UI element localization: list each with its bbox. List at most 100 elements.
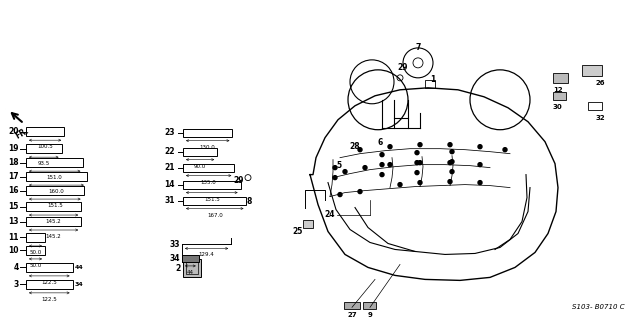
Circle shape [418,161,422,165]
Text: 25: 25 [293,227,303,236]
Bar [553,73,568,83]
Bar [425,80,435,88]
Text: 145.2: 145.2 [45,234,61,239]
Text: 5: 5 [337,161,342,170]
Text: 24: 24 [324,210,335,219]
Circle shape [415,171,419,174]
Text: 23: 23 [164,128,175,137]
Circle shape [450,150,454,154]
Text: 129.4: 129.4 [198,252,214,257]
Text: 15: 15 [8,202,19,211]
Text: 13: 13 [8,217,19,226]
Bar [363,302,376,309]
Text: 29: 29 [234,176,244,185]
Text: 33: 33 [170,240,180,249]
Text: 145.2: 145.2 [45,219,61,224]
Text: 22: 22 [164,147,175,156]
Text: 6: 6 [378,138,383,147]
Bar [588,102,602,110]
Bar [26,202,81,211]
Text: 3: 3 [13,280,19,289]
Bar [26,233,45,242]
Bar [26,280,72,289]
Circle shape [380,163,384,167]
Text: 29: 29 [397,63,408,72]
Circle shape [358,189,362,194]
Text: 30: 30 [553,104,563,110]
Circle shape [448,161,452,165]
Text: 50.0: 50.0 [29,250,42,255]
Circle shape [448,143,452,147]
Text: 28: 28 [349,142,360,151]
Text: 21: 21 [164,163,175,172]
Circle shape [448,180,452,184]
Text: 167.0: 167.0 [207,212,223,218]
Text: 19: 19 [8,144,19,153]
Text: 160.0: 160.0 [49,189,64,194]
Text: 8: 8 [246,197,252,206]
Circle shape [333,166,337,170]
Circle shape [358,148,362,152]
Text: FR.: FR. [14,126,31,141]
Circle shape [363,166,367,170]
Text: S103- B0710 C: S103- B0710 C [572,304,624,310]
Circle shape [418,143,422,147]
Bar [582,65,602,76]
Bar [344,302,360,309]
Text: 90.0: 90.0 [194,164,206,169]
Circle shape [503,148,507,152]
Text: 12: 12 [553,87,563,93]
Circle shape [478,163,482,167]
Text: 11: 11 [8,233,19,242]
Circle shape [398,182,402,187]
Text: 4: 4 [13,263,19,272]
Circle shape [418,181,422,185]
Text: 9: 9 [367,312,372,318]
Bar [183,164,234,172]
Text: 135.0: 135.0 [201,180,216,185]
Text: 100.5: 100.5 [37,144,53,149]
Circle shape [343,170,347,174]
Text: 44: 44 [187,270,194,275]
Circle shape [388,145,392,149]
Bar [182,255,198,262]
Text: 27: 27 [347,312,357,318]
Text: 7: 7 [415,43,420,52]
Bar [303,219,313,227]
Text: 122.5: 122.5 [42,280,57,285]
Text: 44: 44 [74,265,83,270]
Text: 93.5: 93.5 [38,161,50,166]
Circle shape [450,160,454,164]
Text: 20: 20 [8,127,19,136]
Bar [183,148,217,156]
Bar [183,259,201,278]
Circle shape [415,151,419,155]
Bar [26,246,45,255]
Circle shape [478,181,482,185]
Text: 31: 31 [164,196,175,205]
Bar [183,129,232,137]
Text: 151.5: 151.5 [47,203,63,208]
Circle shape [333,176,337,180]
Bar [183,181,241,189]
Text: 32: 32 [595,115,605,121]
Bar [26,217,81,226]
Bar [553,92,566,100]
Bar [183,197,246,204]
Text: 14: 14 [164,180,175,189]
Text: 18: 18 [8,158,19,167]
Text: 50.0: 50.0 [29,263,42,268]
Text: 34: 34 [170,254,180,263]
Circle shape [388,163,392,167]
Text: 1: 1 [430,75,436,84]
Circle shape [338,193,342,197]
Circle shape [415,161,419,165]
Bar [26,186,84,195]
Text: 151.5: 151.5 [204,197,220,202]
Text: 122.5: 122.5 [42,297,57,302]
Text: 130.0: 130.0 [200,145,216,150]
Text: 16: 16 [8,186,19,195]
Text: 151.0: 151.0 [47,175,63,180]
Circle shape [478,145,482,149]
Text: 2: 2 [176,264,181,273]
